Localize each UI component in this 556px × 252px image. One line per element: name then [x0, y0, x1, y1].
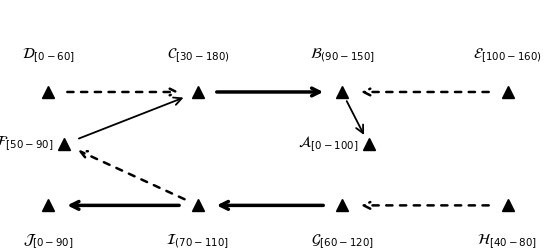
Text: $\mathcal{I}_{(70-110]}$: $\mathcal{I}_{(70-110]}$ [166, 233, 230, 251]
Text: $\mathcal{A}_{[0-100]}$: $\mathcal{A}_{[0-100]}$ [297, 134, 358, 154]
Text: $\mathcal{H}_{[40-80]}$: $\mathcal{H}_{[40-80]}$ [478, 233, 538, 251]
Text: $\mathcal{J}_{[0-90]}$: $\mathcal{J}_{[0-90]}$ [23, 233, 74, 251]
Text: $\mathcal{C}_{[30-180)}$: $\mathcal{C}_{[30-180)}$ [167, 46, 229, 65]
Text: $\mathcal{B}_{(90-150]}$: $\mathcal{B}_{(90-150]}$ [310, 46, 375, 65]
Text: $\mathcal{E}_{[100-160)}$: $\mathcal{E}_{[100-160)}$ [473, 46, 542, 65]
Text: $\mathcal{G}_{[60-120]}$: $\mathcal{G}_{[60-120]}$ [311, 233, 374, 251]
Text: $\mathcal{D}_{[0-60]}$: $\mathcal{D}_{[0-60]}$ [22, 46, 75, 65]
Text: $\mathcal{F}_{[50-90]}$: $\mathcal{F}_{[50-90]}$ [0, 135, 54, 153]
